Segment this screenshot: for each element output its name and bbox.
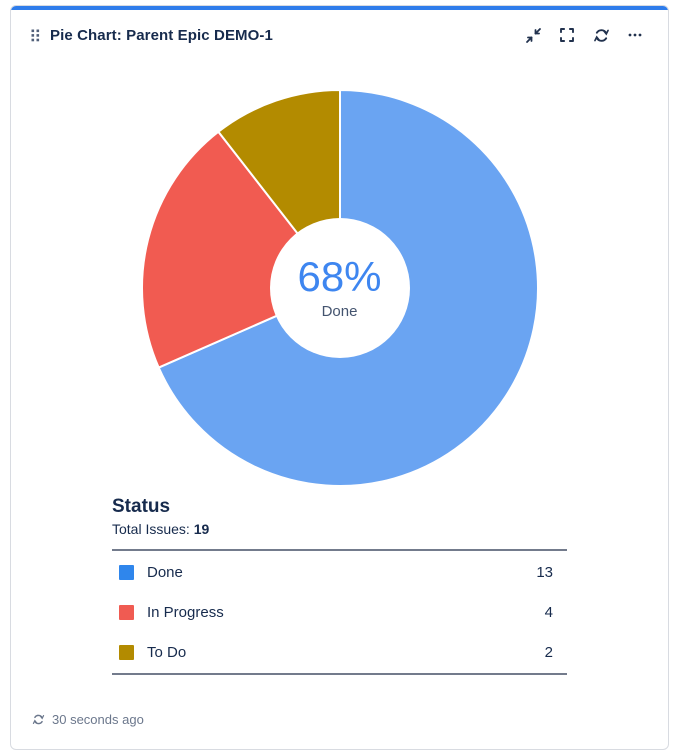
refresh-icon — [593, 27, 610, 44]
last-refreshed-text: 30 seconds ago — [52, 712, 144, 727]
donut-hole — [269, 218, 410, 358]
pie-chart-gadget: Pie Chart: Parent Epic DEMO-1 — [10, 5, 669, 750]
donut-chart: 68% Done — [140, 88, 540, 488]
drag-handle-icon[interactable] — [31, 29, 40, 42]
pie-svg[interactable] — [140, 88, 540, 488]
minimize-icon — [525, 27, 542, 44]
legend-value: 13 — [536, 563, 553, 581]
legend-title: Status — [112, 496, 171, 517]
legend-swatch — [119, 564, 134, 580]
legend-table: Done 13 In Progress 4 To Do 2 — [112, 549, 567, 675]
more-button[interactable] — [624, 24, 646, 46]
legend-value: 4 — [544, 603, 553, 621]
legend-swatch — [119, 644, 134, 660]
legend-total-value: 19 — [193, 521, 210, 537]
legend-row: To Do 2 — [112, 632, 567, 672]
gadget-toolbar — [522, 24, 646, 46]
legend-value: 2 — [544, 643, 553, 661]
card-accent-bar — [11, 6, 668, 10]
refresh-button[interactable] — [590, 24, 612, 46]
legend-total-label: Total Issues: — [112, 521, 190, 537]
legend-label: Done — [147, 563, 183, 581]
legend-label: To Do — [147, 643, 187, 661]
legend-row: Done 13 — [112, 552, 567, 592]
legend-swatch — [119, 604, 134, 620]
gadget-header: Pie Chart: Parent Epic DEMO-1 — [11, 10, 668, 54]
legend-row: In Progress 4 — [112, 592, 567, 632]
chart-legend: Status Total Issues: 19 Done 13 In Progr… — [112, 496, 567, 675]
fullscreen-icon — [559, 27, 575, 43]
legend-total: Total Issues: 19 — [112, 521, 567, 537]
fullscreen-button[interactable] — [556, 24, 578, 46]
minimize-button[interactable] — [522, 24, 544, 46]
gadget-title: Pie Chart: Parent Epic DEMO-1 — [50, 26, 273, 44]
refresh-status-icon — [32, 713, 45, 726]
ellipsis-icon — [627, 27, 643, 43]
legend-label: In Progress — [147, 603, 224, 621]
gadget-footer: 30 seconds ago — [32, 712, 144, 727]
